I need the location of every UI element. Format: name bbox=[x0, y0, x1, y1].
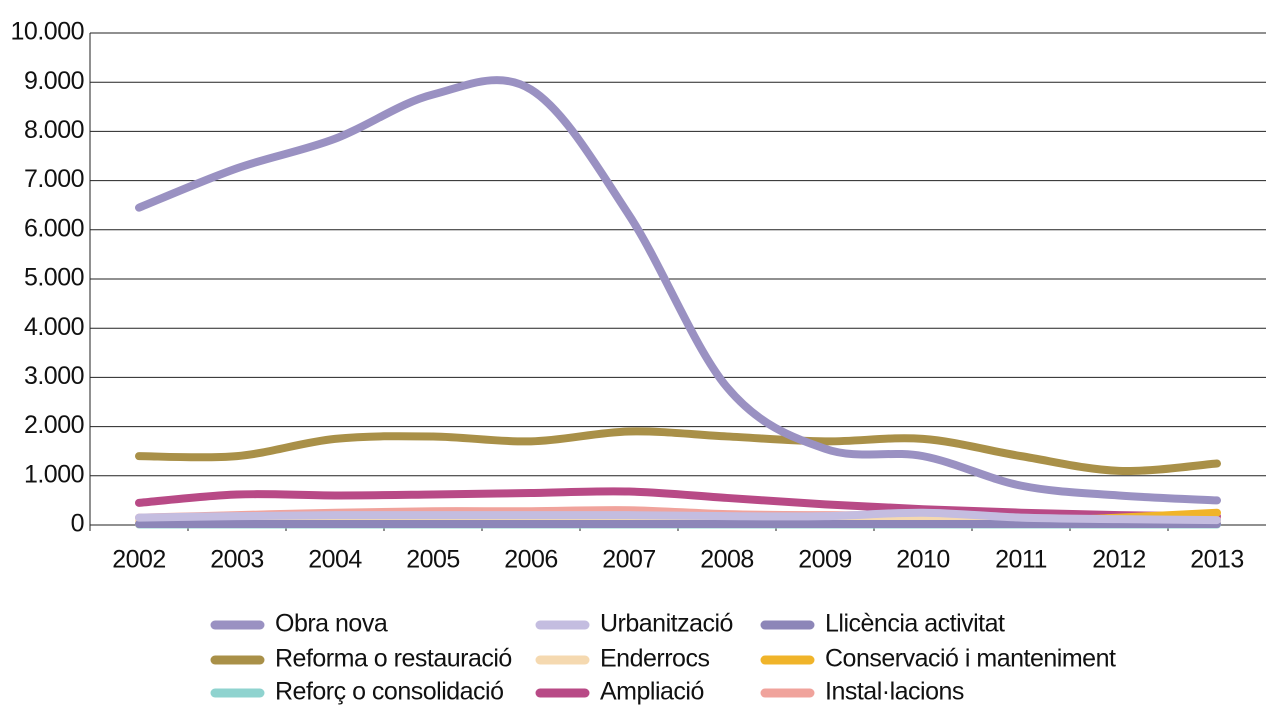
x-tick-label: 2009 bbox=[798, 546, 852, 574]
series-line bbox=[135, 487, 1221, 521]
series-line bbox=[135, 76, 1221, 505]
x-tick-label: 2006 bbox=[504, 546, 558, 574]
series-line bbox=[135, 427, 1221, 476]
x-tick-label: 2013 bbox=[1190, 546, 1244, 574]
x-tick-label: 2007 bbox=[602, 546, 656, 574]
legend-label: Obra nova bbox=[275, 610, 388, 638]
y-tick-label: 10.000 bbox=[11, 18, 84, 46]
legend-label: Llicència activitat bbox=[825, 610, 1005, 638]
legend-label: Instal·lacions bbox=[825, 678, 964, 706]
y-tick-label: 7.000 bbox=[24, 165, 84, 193]
y-tick-label: 1.000 bbox=[24, 460, 84, 488]
x-tick-label: 2004 bbox=[308, 546, 362, 574]
legend-label: Reforma o restauració bbox=[275, 645, 512, 673]
legend-label: Ampliació bbox=[600, 678, 704, 706]
legend-label: Enderrocs bbox=[600, 645, 709, 673]
x-tick-label: 2005 bbox=[406, 546, 460, 574]
y-tick-label: 3.000 bbox=[24, 362, 84, 390]
y-tick-label: 2.000 bbox=[24, 411, 84, 439]
y-tick-label: 8.000 bbox=[24, 116, 84, 144]
series-line bbox=[135, 508, 1221, 525]
y-tick-label: 6.000 bbox=[24, 214, 84, 242]
x-tick-label: 2010 bbox=[896, 546, 950, 574]
x-tick-label: 2012 bbox=[1092, 546, 1146, 574]
x-tick-label: 2011 bbox=[995, 546, 1047, 574]
x-tick-label: 2003 bbox=[210, 546, 264, 574]
legend-label: Reforç o consolidació bbox=[275, 678, 504, 706]
x-tick-label: 2002 bbox=[112, 546, 166, 574]
y-tick-label: 5.000 bbox=[24, 264, 84, 292]
legend-label: Conservació i manteniment bbox=[825, 645, 1116, 673]
y-tick-label: 4.000 bbox=[24, 313, 84, 341]
legend-label: Urbanització bbox=[600, 610, 733, 638]
y-tick-label: 9.000 bbox=[24, 67, 84, 95]
y-tick-label: 0 bbox=[71, 510, 84, 538]
x-tick-label: 2008 bbox=[700, 546, 754, 574]
